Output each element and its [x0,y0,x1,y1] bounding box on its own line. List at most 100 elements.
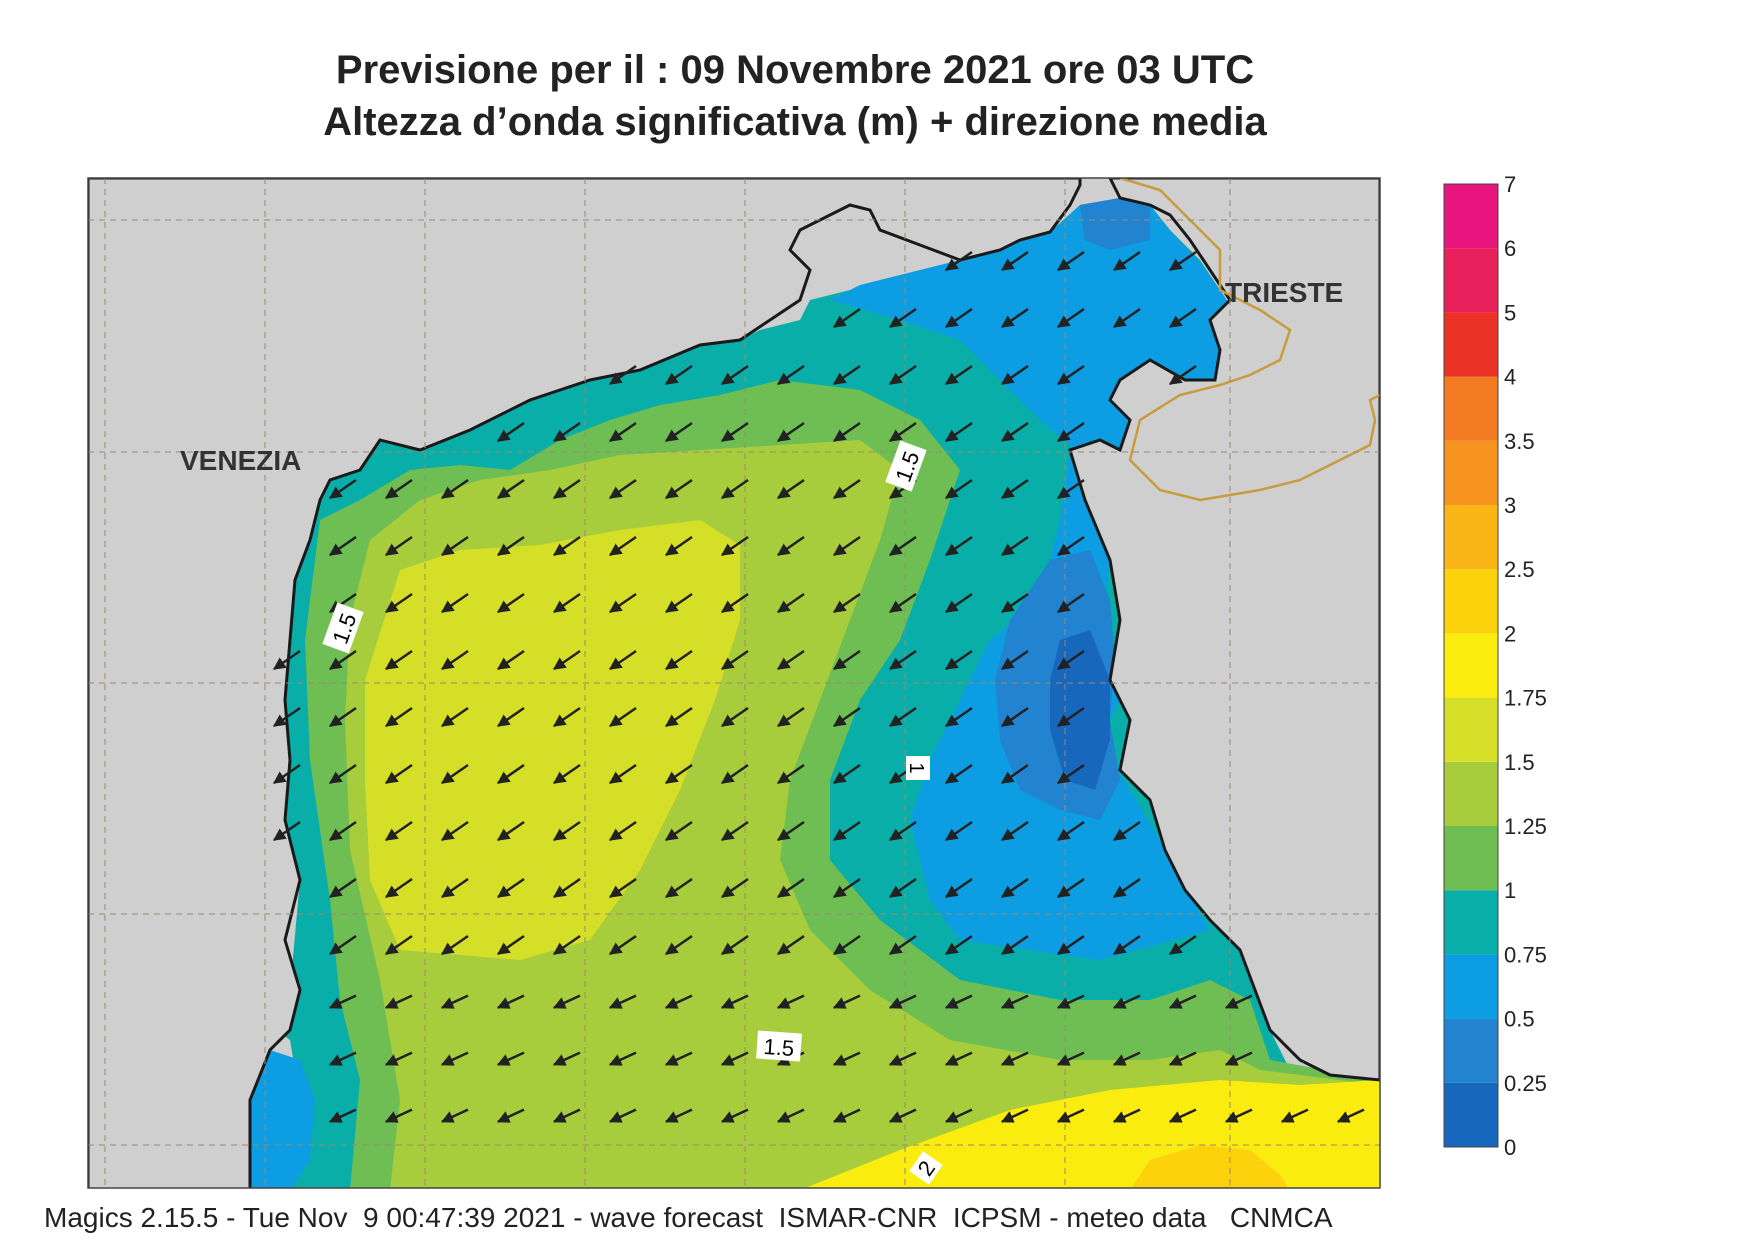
wave-direction-arrow-icon [328,649,357,671]
wave-direction-arrow-icon [440,478,469,500]
legend-swatch [1444,312,1498,377]
wave-direction-arrow-icon [496,934,525,956]
wave-direction-arrow-icon [664,535,693,557]
wave-direction-arrow-icon [776,994,805,1009]
legend-swatch [1444,1018,1498,1083]
wave-direction-arrow-icon [1280,1108,1309,1123]
legend-level-label: 6 [1504,236,1516,261]
wave-direction-arrow-icon [776,421,805,443]
wave-direction-arrow-icon [384,1051,413,1066]
legend-swatch [1444,184,1498,249]
wave-direction-arrow-icon [608,1051,637,1066]
wave-direction-arrow-icon [608,994,637,1009]
wave-direction-arrow-icon [888,1051,917,1066]
wave-direction-arrow-icon [496,877,525,899]
wave-direction-arrow-icon [1056,820,1085,842]
city-label-trieste: TRIESTE [1225,277,1343,308]
wave-direction-arrow-icon [776,820,805,842]
wave-direction-arrow-icon [1056,364,1085,386]
wave-direction-arrow-icon [440,877,469,899]
wave-direction-arrow-icon [664,649,693,671]
wave-direction-arrow-icon [440,649,469,671]
wave-direction-arrow-icon [664,421,693,443]
wave-direction-arrow-icon [496,649,525,671]
city-label-venezia: VENEZIA [180,445,301,476]
wave-direction-arrow-icon [888,421,917,443]
wave-direction-arrow-icon [496,421,525,443]
wave-direction-arrow-icon [496,706,525,728]
wave-direction-arrow-icon [776,763,805,785]
wave-direction-arrow-icon [720,763,749,785]
legend-level-label: 5 [1504,300,1516,325]
wave-direction-arrow-icon [552,763,581,785]
wave-direction-arrow-icon [1000,820,1029,842]
wave-direction-arrow-icon [944,421,973,443]
legend-level-label: 2.5 [1504,557,1535,582]
wave-direction-arrow-icon [720,1108,749,1123]
wave-direction-arrow-icon [944,877,973,899]
wave-direction-arrow-icon [328,478,357,500]
wave-direction-arrow-icon [944,994,973,1009]
wave-direction-arrow-icon [1000,364,1029,386]
wave-direction-arrow-icon [272,763,301,785]
wave-direction-arrow-icon [1056,994,1085,1009]
legend-level-label: 3 [1504,493,1516,518]
wave-direction-arrow-icon [1000,706,1029,728]
wave-direction-arrow-icon [552,592,581,614]
wave-direction-arrow-icon [1000,649,1029,671]
legend-swatch [1444,569,1498,634]
footer-credits: Magics 2.15.5 - Tue Nov 9 00:47:39 2021 … [44,1202,1333,1233]
wave-direction-arrow-icon [552,877,581,899]
wave-direction-arrow-icon [1056,1108,1085,1123]
wave-direction-arrow-icon [944,763,973,785]
wave-direction-arrow-icon [608,763,637,785]
wave-direction-arrow-icon [552,478,581,500]
wave-direction-arrow-icon [384,592,413,614]
wave-direction-arrow-icon [832,934,861,956]
wave-direction-arrow-icon [720,535,749,557]
wave-direction-arrow-icon [1112,820,1141,842]
wave-direction-arrow-icon [496,535,525,557]
legend-frame [1443,183,1499,1148]
wave-direction-arrow-icon [1112,877,1141,899]
wave-direction-arrow-icon [608,877,637,899]
legend-swatch [1444,248,1498,313]
legend-swatch [1444,890,1498,955]
legend-level-label: 1.25 [1504,814,1547,839]
wave-direction-arrow-icon [328,1051,357,1066]
wave-direction-arrow-icon [944,1108,973,1123]
wave-direction-arrow-icon [944,934,973,956]
wave-direction-arrow-icon [1112,994,1141,1009]
wave-direction-arrow-icon [1000,1051,1029,1066]
wave-direction-arrow-icon [888,649,917,671]
wave-direction-arrow-icon [440,820,469,842]
wave-direction-arrow-icon [1000,478,1029,500]
wave-direction-arrow-icon [1056,250,1085,272]
map-grid [88,178,1380,1188]
wave-direction-arrow-icon [1056,535,1085,557]
wave-direction-arrow-icon [1112,307,1141,329]
wave-direction-arrow-icon [944,535,973,557]
wave-direction-arrow-icon [1056,706,1085,728]
wave-direction-arrow-icon [328,994,357,1009]
wave-direction-arrow-icon [888,706,917,728]
wave-direction-arrow-icon [1056,1051,1085,1066]
wave-direction-arrow-icon [328,877,357,899]
wave-direction-arrow-icon [1056,592,1085,614]
wave-direction-arrow-icon [1168,364,1197,386]
wave-direction-arrow-icon [1112,250,1141,272]
wave-direction-arrow-icon [440,1051,469,1066]
legend-level-label: 0.25 [1504,1071,1547,1096]
wave-direction-arrow-icon [1000,307,1029,329]
wave-direction-arrow-icon [328,934,357,956]
wave-direction-arrow-icon [776,535,805,557]
legend-level-label: 0.75 [1504,942,1547,967]
wave-direction-arrow-icon [664,706,693,728]
wave-direction-arrow-icon [440,934,469,956]
wave-direction-arrow-icon [1168,934,1197,956]
wave-direction-arrow-icon [1224,1051,1253,1066]
wave-direction-arrow-icon [776,934,805,956]
legend-level-label: 1.75 [1504,686,1547,711]
wave-direction-arrow-icon [664,478,693,500]
